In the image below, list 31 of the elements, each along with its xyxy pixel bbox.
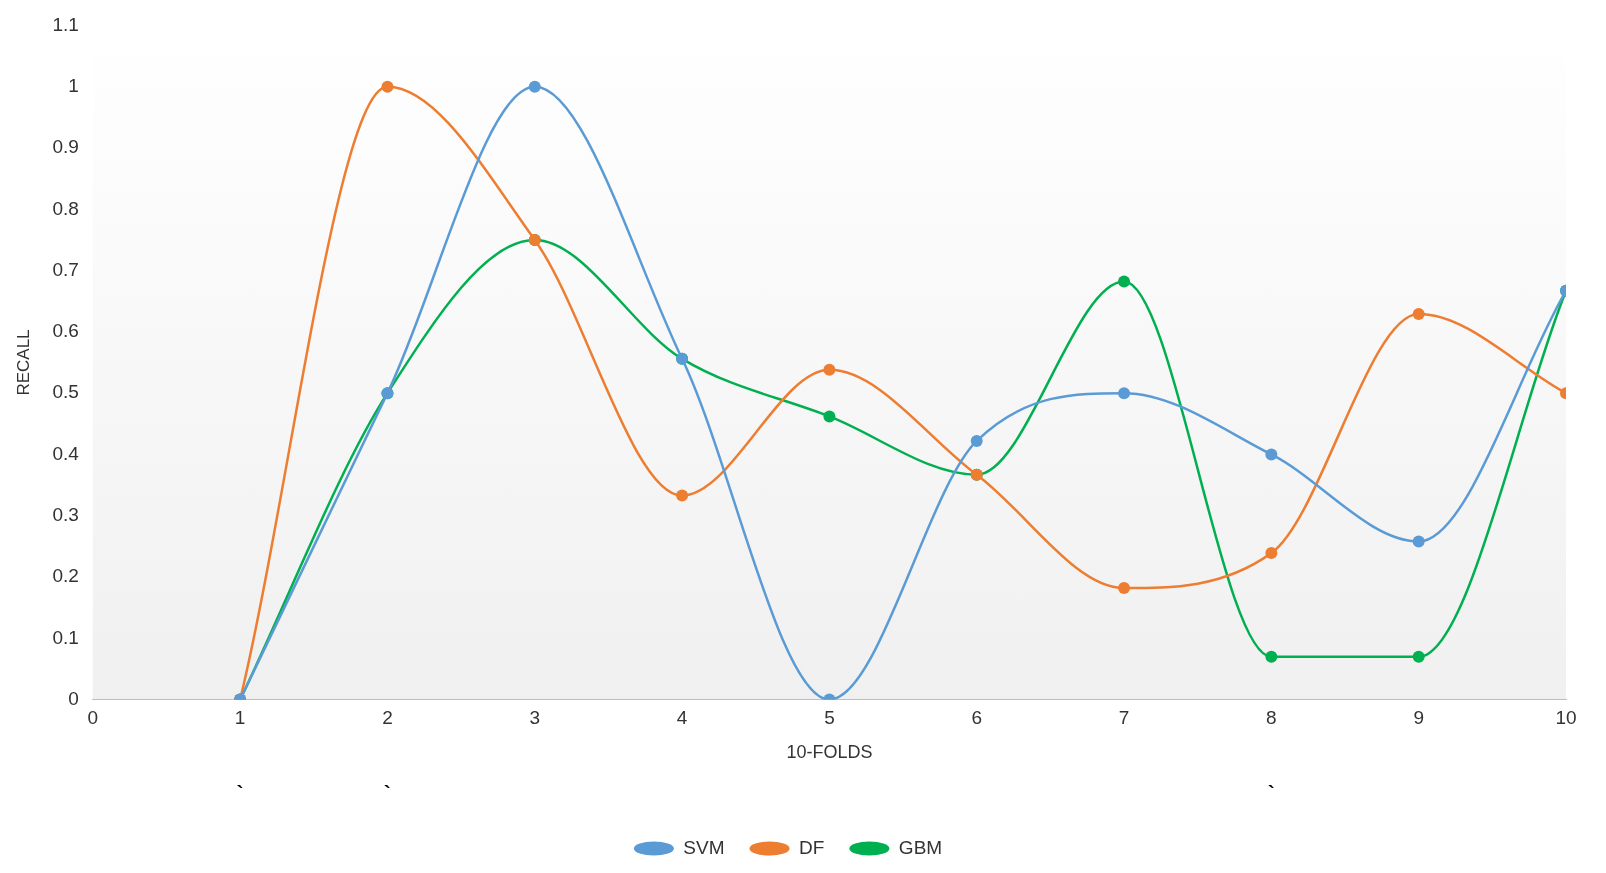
x-tick-label: 6 — [971, 707, 983, 729]
x-tick-label: 2 — [382, 707, 393, 729]
y-tick-label: 0.9 — [52, 136, 79, 158]
y-tick-label: 0.1 — [52, 626, 79, 648]
x-tick-label: 3 — [529, 707, 541, 729]
x-tick-label: 5 — [824, 707, 835, 729]
y-tick-label: 0.3 — [52, 503, 79, 525]
y-tick-label: 0.6 — [52, 320, 79, 342]
y-tick-label: 0.7 — [52, 258, 79, 280]
x-tick-label: 10 — [1555, 707, 1577, 729]
x-axis-title: 10-FOLDS — [786, 742, 873, 763]
y-axis-title: RECALL — [13, 329, 33, 396]
x-tick-label: 9 — [1413, 707, 1424, 729]
y-tick-label: 0.5 — [52, 381, 79, 403]
x-tick-label: 4 — [676, 707, 688, 729]
x-tick-label: 1 — [234, 707, 246, 729]
legend-label: DF — [799, 836, 825, 858]
y-tick-label: 0 — [68, 687, 79, 709]
y-tick-label: 0.2 — [52, 565, 79, 587]
x-tick-label: 7 — [1118, 707, 1130, 729]
text: ` — [384, 782, 391, 805]
y-tick-label: 1.1 — [52, 13, 79, 35]
legend-label: GBM — [898, 836, 943, 858]
y-tick-label: 0.4 — [52, 442, 80, 464]
y-tick-label: 0.8 — [52, 197, 79, 219]
x-tick-label: 8 — [1266, 707, 1277, 729]
x-tick-label: 0 — [87, 707, 99, 729]
legend-label: SVM — [683, 836, 725, 858]
text: ` — [1268, 782, 1275, 805]
text: ` — [236, 782, 244, 805]
y-tick-label: 1 — [68, 74, 79, 96]
